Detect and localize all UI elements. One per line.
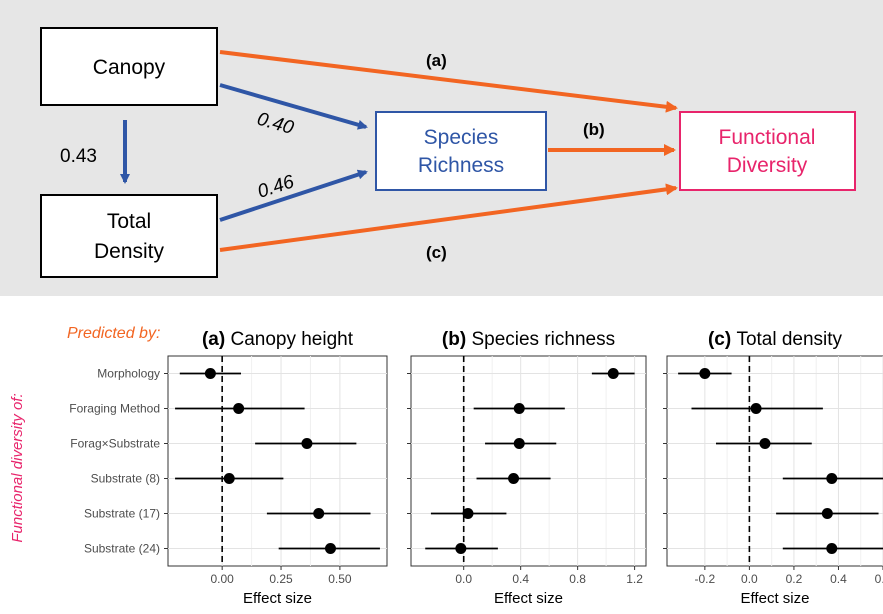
panel-tag: (b) (442, 329, 472, 350)
x-tick-label: 0.2 (786, 572, 803, 586)
x-tick-label: -0.2 (695, 572, 716, 586)
estimate-point (313, 508, 324, 519)
estimate-point (826, 473, 837, 484)
x-axis-label: Effect size (741, 590, 810, 607)
panel-tag: (c) (708, 329, 737, 350)
node-richness-label-2: Richness (418, 154, 504, 177)
edge-label-path-a: (a) (426, 51, 447, 70)
panel-frame (667, 356, 883, 566)
panel-2: 0.0 0.4 0.8 1.2 Effect size (b) Species richn… (407, 329, 646, 607)
x-tick-label: 0.8 (569, 572, 586, 586)
x-tick-label: 0.25 (269, 572, 293, 586)
estimate-point (514, 403, 525, 414)
node-species-richness: Species Richness (376, 112, 546, 190)
panel-title-text: Canopy height (230, 329, 353, 350)
forest-plots: 0.00 0.25 0.50 Effect size (a) Canopy height… (69, 329, 883, 607)
estimate-point (462, 508, 473, 519)
estimate-point (455, 543, 466, 554)
category-label: Substrate (17) (84, 507, 160, 521)
x-axis-label: Effect size (494, 590, 563, 607)
x-tick-label: 0.4 (830, 572, 847, 586)
category-label: Foraging Method (69, 402, 160, 416)
path-diagram: Canopy Total Density Species Richness Fu… (0, 0, 883, 296)
predicted-by-label: Predicted by: (67, 325, 160, 342)
estimate-point (759, 438, 770, 449)
node-canopy-label: Canopy (93, 56, 166, 79)
x-tick-label: 0.00 (210, 572, 234, 586)
node-functional-diversity: Functional Diversity (680, 112, 855, 190)
node-fd-label-1: Functional (719, 126, 816, 149)
edge-label-path-b: (b) (583, 120, 605, 139)
x-tick-label: 0.0 (741, 572, 758, 586)
estimate-point (325, 543, 336, 554)
panel-3: -0.2 0.0 0.2 0.4 0.6 Effect size (c) Total den… (663, 329, 883, 607)
category-label: Substrate (8) (91, 472, 160, 486)
x-tick-label: 0.4 (512, 572, 529, 586)
node-canopy: Canopy (41, 28, 217, 105)
estimate-point (826, 543, 837, 554)
x-axis-label: Effect size (243, 590, 312, 607)
x-tick-label: 0.50 (328, 572, 352, 586)
panel-title: (c) Total density (708, 329, 843, 350)
edge-label-canopy-density: 0.43 (60, 146, 97, 167)
panel-title: (b) Species richness (442, 329, 615, 350)
panel-frame (168, 356, 387, 566)
estimate-point (508, 473, 519, 484)
estimate-point (514, 438, 525, 449)
panel-title: (a) Canopy height (202, 329, 354, 350)
estimate-point (224, 473, 235, 484)
estimate-point (608, 368, 619, 379)
node-richness-label-1: Species (424, 126, 499, 149)
estimate-point (205, 368, 216, 379)
y-axis-title: Functional diversity of: (9, 393, 26, 542)
node-total-density: Total Density (41, 195, 217, 277)
estimate-point (822, 508, 833, 519)
panel-1: 0.00 0.25 0.50 Effect size (a) Canopy height… (69, 329, 387, 607)
panel-title-text: Species richness (471, 329, 615, 350)
estimate-point (699, 368, 710, 379)
edge-label-path-c: (c) (426, 243, 447, 262)
node-fd-label-2: Diversity (727, 154, 808, 177)
estimate-point (751, 403, 762, 414)
category-label: Substrate (24) (84, 542, 160, 556)
panel-frame (411, 356, 646, 566)
panel-tag: (a) (202, 329, 231, 350)
x-tick-label: 0.0 (455, 572, 472, 586)
node-density-label-1: Total (107, 210, 151, 233)
panel-title-text: Total density (736, 329, 842, 350)
category-label: Morphology (97, 367, 160, 381)
x-tick-label: 0.6 (875, 572, 883, 586)
estimate-point (301, 438, 312, 449)
x-tick-label: 1.2 (626, 572, 643, 586)
estimate-point (233, 403, 244, 414)
node-density-label-2: Density (94, 240, 165, 263)
category-label: Forag×Substrate (70, 437, 160, 451)
